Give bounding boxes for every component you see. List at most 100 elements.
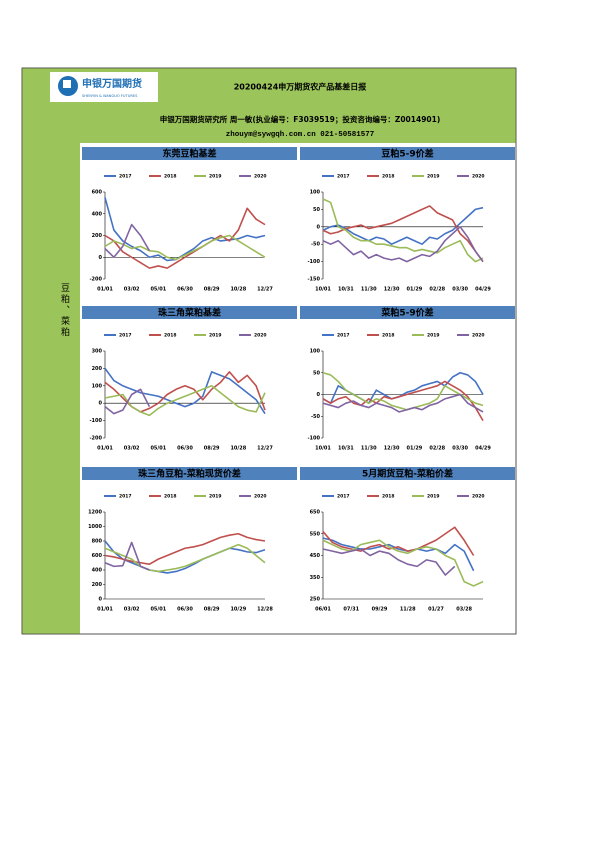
- legend-label: 2018: [164, 174, 177, 180]
- legend-label: 2017: [337, 174, 350, 180]
- legend-label: 2020: [254, 494, 267, 500]
- y-tick-label: -200: [89, 436, 102, 442]
- x-tick-label: 08/29: [204, 607, 220, 613]
- y-tick-label: 250: [310, 597, 321, 603]
- y-tick-label: -50: [311, 414, 321, 420]
- x-tick-label: 09/29: [372, 607, 388, 613]
- y-tick-label: 1000: [88, 524, 102, 530]
- series-line: [104, 207, 266, 269]
- x-tick-label: 05/01: [150, 607, 166, 613]
- y-tick-label: 100: [92, 383, 103, 389]
- frame-border: [21, 67, 517, 635]
- side-band: [22, 143, 80, 634]
- author-line: 申银万国期货研究所 周一敏(执业编号：F3039519；投资咨询编号：Z0014…: [160, 114, 441, 125]
- x-tick-label: 03/30: [452, 446, 468, 452]
- x-tick-label: 03/02: [124, 446, 140, 452]
- x-tick-label: 03/02: [124, 607, 140, 613]
- legend-label: 2019: [427, 174, 440, 180]
- y-tick-label: 450: [310, 553, 321, 559]
- legend-label: 2018: [382, 174, 395, 180]
- logo-subtitle: SHENYIN & WANGUO FUTURES: [82, 94, 138, 98]
- x-tick-label: 01/29: [407, 446, 423, 452]
- x-tick-label: 10/28: [230, 446, 246, 452]
- chart-title: 菜粕5-9价差: [380, 307, 433, 319]
- x-tick-label: 03/28: [456, 607, 472, 613]
- y-tick-label: -100: [307, 259, 320, 265]
- x-tick-label: 05/01: [150, 287, 166, 293]
- x-tick-label: 02/28: [429, 446, 445, 452]
- legend-label: 2020: [472, 494, 485, 500]
- chart-title-bar: [300, 147, 515, 160]
- y-tick-label: 800: [92, 539, 103, 545]
- chart-title-bar: [300, 306, 515, 319]
- x-tick-label: 10/29: [230, 607, 246, 613]
- y-tick-label: 50: [313, 370, 320, 376]
- chart-title: 珠三角豆粕-菜粕现货价差: [138, 468, 241, 480]
- legend-label: 2019: [427, 333, 440, 339]
- x-tick-label: 04/29: [475, 446, 491, 452]
- legend-label: 2020: [472, 174, 485, 180]
- series-line: [322, 226, 484, 263]
- series-line: [322, 526, 475, 556]
- legend-label: 2020: [472, 333, 485, 339]
- legend-label: 2019: [209, 494, 222, 500]
- chart-title-bar: [300, 467, 515, 480]
- x-tick-label: 10/31: [338, 287, 354, 293]
- series-line: [104, 388, 151, 415]
- y-tick-label: 600: [92, 190, 103, 196]
- legend-label: 2017: [119, 174, 132, 180]
- x-tick-label: 11/30: [361, 446, 377, 452]
- x-tick-label: 12/27: [257, 446, 273, 452]
- chart-title: 珠三角菜粕基差: [158, 307, 221, 319]
- y-tick-label: 200: [92, 366, 103, 372]
- x-tick-label: 08/29: [204, 287, 220, 293]
- series-line: [104, 197, 266, 262]
- legend-label: 2018: [382, 333, 395, 339]
- logo-mark-inner: [63, 80, 71, 88]
- y-tick-label: -200: [89, 277, 102, 283]
- legend-label: 2017: [337, 494, 350, 500]
- legend-label: 2017: [119, 494, 132, 500]
- y-tick-label: 550: [310, 531, 321, 537]
- legend-label: 2018: [164, 333, 177, 339]
- y-tick-label: -100: [89, 418, 102, 424]
- y-tick-label: 100: [310, 349, 321, 355]
- series-line: [322, 371, 484, 411]
- x-tick-label: 12/30: [384, 446, 400, 452]
- x-tick-label: 01/27: [428, 607, 444, 613]
- y-tick-label: 350: [310, 575, 321, 581]
- series-line: [104, 234, 266, 261]
- series-line: [322, 537, 475, 572]
- x-tick-label: 06/30: [177, 446, 193, 452]
- legend-label: 2018: [382, 494, 395, 500]
- x-tick-label: 12/27: [257, 287, 273, 293]
- y-tick-label: 400: [92, 211, 103, 217]
- x-tick-label: 07/31: [343, 607, 359, 613]
- series-line: [322, 548, 456, 576]
- legend-label: 2019: [209, 333, 222, 339]
- logo-text: 申银万国期货: [82, 77, 142, 90]
- y-tick-label: 300: [92, 349, 103, 355]
- y-tick-label: 100: [310, 190, 321, 196]
- y-tick-label: 50: [313, 207, 320, 213]
- y-tick-label: -100: [307, 436, 320, 442]
- x-tick-label: 08/29: [204, 446, 220, 452]
- series-line: [322, 205, 484, 263]
- legend-label: 2020: [254, 333, 267, 339]
- chart-title-bar: [82, 147, 297, 160]
- y-tick-label: 200: [92, 582, 103, 588]
- report-title: 20200424申万期货农产品基差日报: [234, 82, 367, 92]
- x-tick-label: 05/01: [150, 446, 166, 452]
- x-tick-label: 01/01: [97, 287, 113, 293]
- series-line: [104, 543, 266, 573]
- y-tick-label: 0: [99, 255, 103, 261]
- y-tick-label: -150: [307, 277, 320, 283]
- series-line: [104, 541, 150, 571]
- legend-label: 2019: [209, 174, 222, 180]
- y-tick-label: 1200: [88, 510, 102, 516]
- series-line: [104, 532, 266, 565]
- x-tick-label: 02/28: [429, 287, 445, 293]
- x-tick-label: 06/30: [177, 287, 193, 293]
- y-tick-label: 0: [99, 597, 103, 603]
- legend-label: 2020: [254, 174, 267, 180]
